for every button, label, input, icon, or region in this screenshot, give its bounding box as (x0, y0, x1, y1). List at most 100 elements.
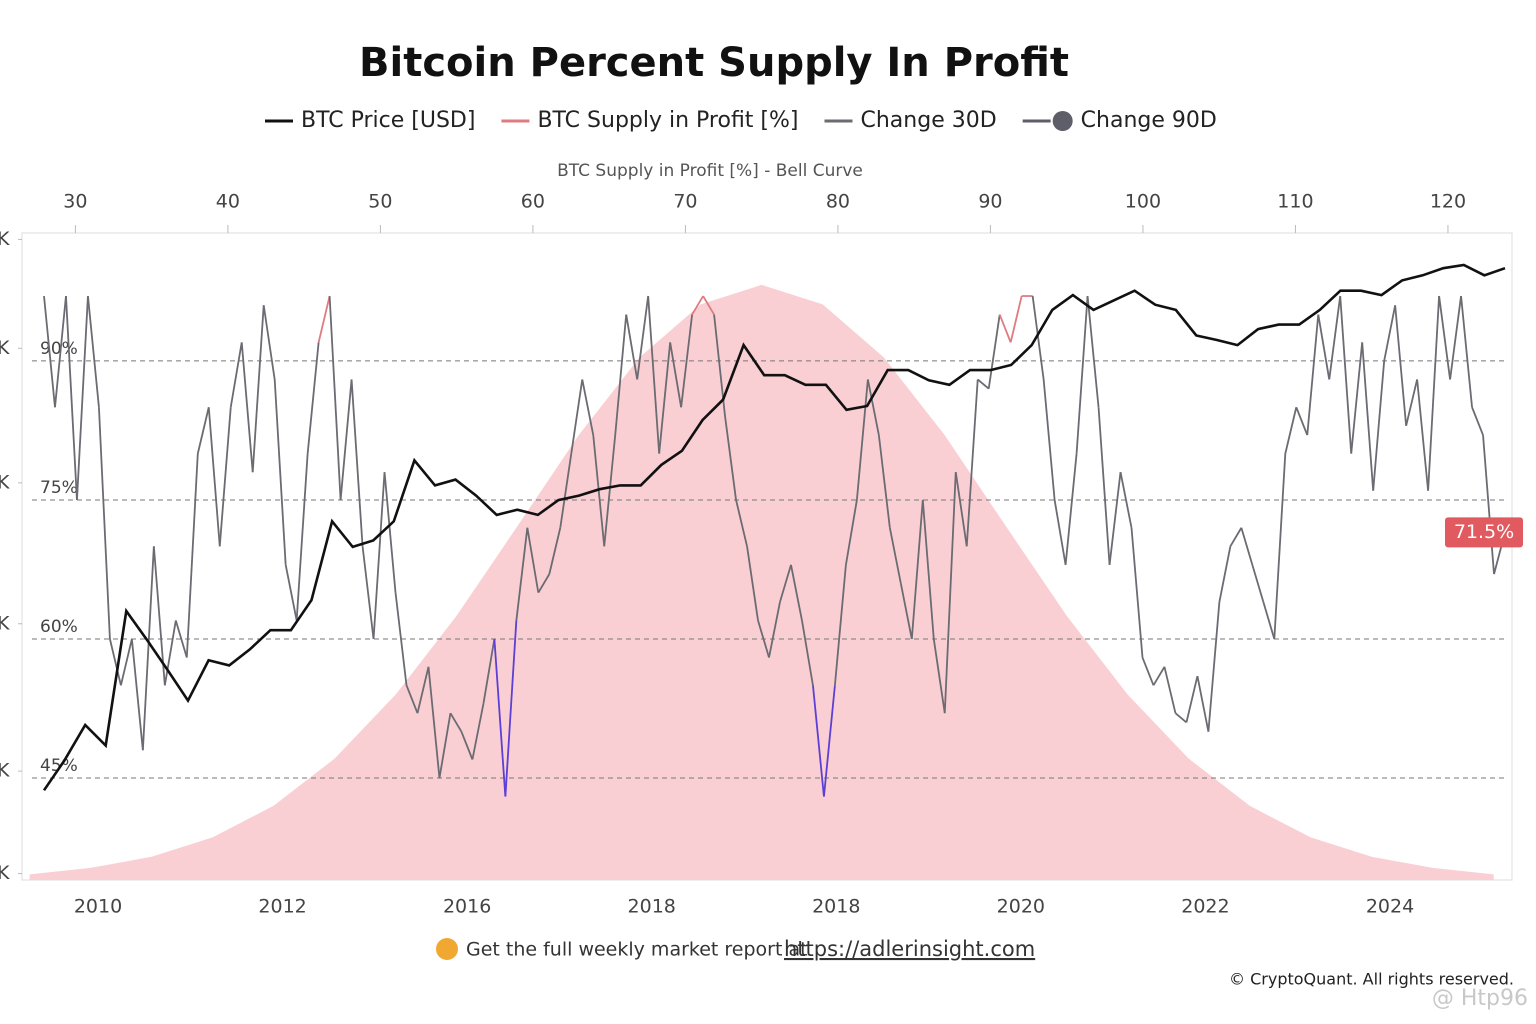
supply-segment (185, 453, 199, 658)
last-value-box (1445, 517, 1523, 548)
x-tick-label: 2010 (74, 896, 122, 918)
supply-segment (932, 638, 946, 714)
supply-segment (921, 499, 935, 640)
supply-segment (218, 407, 232, 547)
top-tick-label: 110 (1277, 191, 1313, 213)
supply-segment (614, 314, 628, 436)
supply-segment (207, 407, 221, 547)
supply-segment (1075, 295, 1089, 454)
supply-segment (383, 472, 397, 593)
supply-segment (790, 564, 803, 621)
supply-segment (76, 295, 89, 501)
supply-segment (1328, 295, 1342, 380)
footer-link[interactable]: https://adlerinsight.com (784, 937, 1035, 961)
supply-segment (1097, 407, 1111, 565)
supply-segment (120, 638, 133, 686)
watermark: @ Htp96 (1432, 986, 1528, 1011)
supply-segment (273, 379, 287, 565)
last-value-label: 71.5% (1454, 521, 1514, 543)
legend-label: Change 30D (861, 108, 997, 133)
x-tick-label: 2024 (1366, 896, 1414, 918)
supply-segment (570, 379, 584, 454)
supply-segment (702, 295, 715, 316)
supply-segment (1361, 342, 1375, 491)
supply-segment (1262, 601, 1276, 640)
supply-segment (251, 305, 265, 473)
supply-segment (229, 342, 243, 408)
supply-segment (482, 638, 496, 705)
y2-tick-label: K (0, 337, 10, 359)
x-tick-label: 2018 (628, 896, 676, 918)
supply-segment (998, 314, 1012, 343)
chart-title: Bitcoin Percent Supply In Profit (359, 40, 1069, 86)
supply-segment (1218, 546, 1232, 603)
supply-segment (1449, 295, 1462, 380)
supply-segment (954, 472, 968, 547)
y-tick-label: 45% (40, 756, 78, 776)
supply-segment (636, 295, 650, 380)
supply-segment (823, 685, 836, 797)
supply-segment (1482, 435, 1495, 575)
top-tick-label: 120 (1430, 191, 1466, 213)
supply-segment (899, 583, 913, 640)
supply-segment (361, 546, 375, 640)
supply-segment (746, 546, 759, 621)
supply-segment (977, 378, 990, 390)
supply-segment (1141, 657, 1155, 686)
supply-segment (240, 342, 254, 473)
y-tick-label: 90% (40, 339, 78, 359)
supply-segment (1350, 342, 1364, 454)
top-tick-label: 90 (978, 191, 1002, 213)
supply-segment (812, 685, 825, 797)
supply-segment (855, 379, 869, 501)
supply-segment (1317, 314, 1331, 380)
supply-segment (1229, 527, 1243, 547)
supply-segment (735, 499, 748, 547)
supply-segment (306, 342, 320, 454)
copyright: © CryptoQuant. All rights reserved. (1229, 970, 1514, 989)
supply-segment (284, 564, 298, 621)
supply-segment (658, 342, 672, 454)
supply-segment (768, 601, 781, 658)
supply-segment (493, 638, 507, 797)
supply-segment (1009, 295, 1023, 343)
supply-segment (1383, 305, 1397, 362)
legend-label: Change 90D (1081, 108, 1217, 133)
supply-segment (65, 295, 78, 501)
supply-segment (845, 499, 858, 565)
x-tick-label: 2016 (443, 896, 491, 918)
supply-segment (1031, 295, 1045, 380)
supply-segment (1053, 499, 1067, 565)
supply-segment (1251, 564, 1265, 603)
supply-segment (174, 620, 188, 658)
supply-segment (109, 638, 122, 686)
supply-segment (427, 666, 441, 779)
supply-segment (372, 472, 386, 640)
supply-segment (339, 379, 353, 501)
footer-text: Get the full weekly market report at (466, 939, 808, 961)
y2-tick-label: K (0, 471, 10, 493)
supply-segment (581, 379, 595, 436)
supply-segment (196, 407, 210, 454)
legend-label: BTC Supply in Profit [%] (537, 108, 798, 133)
supply-segment (438, 713, 452, 779)
y-tick-label: 75% (40, 478, 78, 498)
supply-segment (1042, 379, 1056, 501)
top-tick-label: 60 (521, 191, 545, 213)
supply-segment (54, 295, 67, 408)
supply-segment (130, 638, 144, 751)
supply-segment (1295, 406, 1309, 436)
supply-segment (669, 342, 683, 408)
x-tick-label: 2022 (1181, 896, 1229, 918)
supply-segment (1438, 295, 1451, 380)
supply-segment (1427, 295, 1440, 491)
supply-segment (460, 731, 474, 760)
supply-segment (1339, 295, 1353, 454)
legend-dot (1052, 111, 1073, 131)
supply-segment (1273, 453, 1287, 640)
supply-segment (1416, 379, 1430, 491)
supply-segment (295, 453, 309, 621)
coin-icon (436, 938, 458, 960)
supply-segment (1372, 360, 1386, 491)
supply-segment (680, 314, 694, 408)
